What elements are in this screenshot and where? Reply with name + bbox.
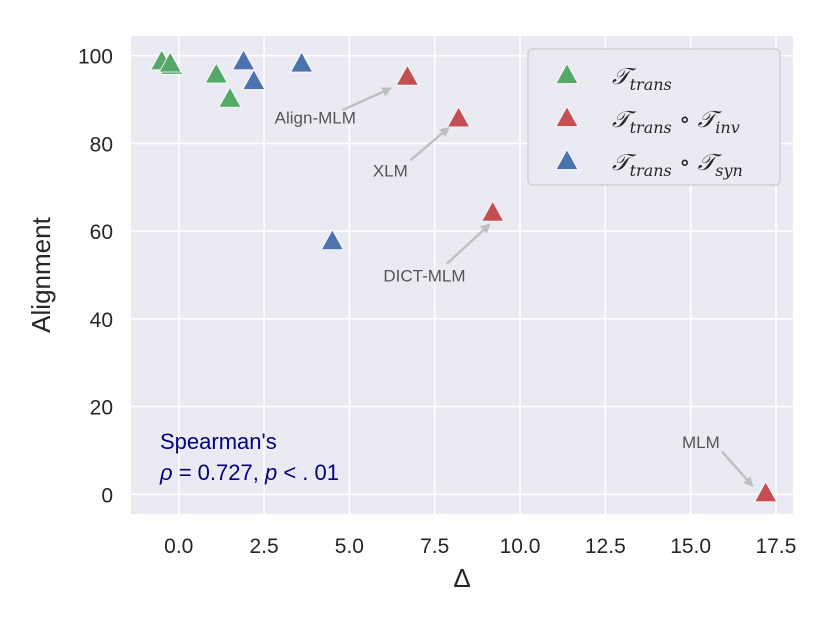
data-point [320,229,345,251]
annotation-label: MLM [682,433,720,452]
annotation-label: Align-MLM [275,109,356,128]
annotation-label: DICT-MLM [383,267,465,286]
annotation-arrow [341,87,393,112]
y-tick-label: 60 [90,221,113,244]
data-point [289,51,314,73]
data-point [754,481,778,503]
correlation-value: ρ = 0.727, p < . 01 [159,460,339,485]
data-points [150,49,778,503]
y-axis-ticks: 0 20 40 60 80 100 [78,46,113,508]
legend-marker [555,105,579,127]
annotation-arrow [720,450,754,487]
y-axis-title: Alignment [26,216,56,332]
annotation-label: XLM [373,161,408,180]
x-axis-title: Δ [453,563,470,593]
legend-entry: 𝒯trans ∘ 𝒯syn [612,150,743,180]
correlation-annotation: Spearman's ρ = 0.727, p < . 01 [159,429,339,485]
data-point [231,49,256,71]
p-symbol: p [264,460,277,485]
p-value: < . 01 [277,460,339,485]
annotation-arrow [409,126,450,162]
x-tick-label: 7.5 [420,535,449,558]
data-point [158,51,182,73]
annotation-arrow [446,223,491,265]
y-tick-label: 100 [78,46,113,69]
data-point [204,62,228,84]
rho-symbol: ρ [159,460,173,485]
data-point [481,200,505,222]
y-tick-label: 80 [90,133,113,156]
x-tick-label: 15.0 [670,535,711,558]
correlation-title: Spearman's [160,429,277,454]
data-point [218,86,242,108]
x-tick-label: 12.5 [585,535,626,558]
legend-marker [555,148,579,170]
x-axis-ticks: 0.0 2.5 5.0 7.5 10.0 12.5 15.0 17.5 [164,535,796,558]
legend-marker [555,62,579,84]
data-point [395,64,420,86]
data-point [242,68,266,90]
x-tick-label: 17.5 [756,535,797,558]
x-tick-label: 10.0 [500,535,541,558]
y-tick-label: 20 [90,397,113,420]
x-tick-label: 2.5 [249,535,278,558]
data-point [446,106,471,128]
y-tick-label: 40 [90,309,113,332]
annotations: Align-MLM XLM DICT-MLM MLM [275,87,754,487]
x-tick-label: 5.0 [335,535,364,558]
legend-frame [527,48,781,186]
x-tick-label: 0.0 [164,535,193,558]
y-tick-label: 0 [101,484,113,507]
rho-value: = 0.727, [173,460,265,485]
